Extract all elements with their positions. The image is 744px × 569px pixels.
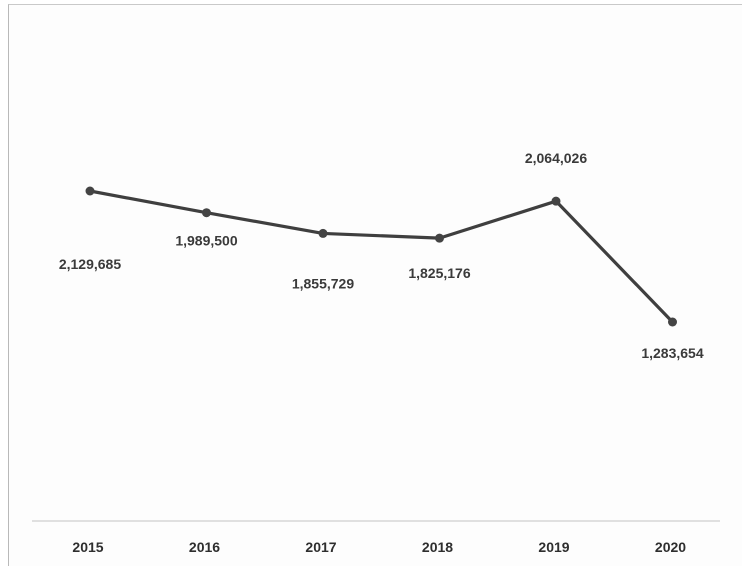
x-tick-label-2020: 2020: [655, 539, 686, 555]
x-tick-label-2016: 2016: [189, 539, 220, 555]
x-tick-label-2015: 2015: [72, 539, 103, 555]
x-tick-label-2017: 2017: [305, 539, 336, 555]
data-point-2015: [85, 186, 95, 196]
x-tick-layer: 2015 2016 2017 2018 2019 2020: [72, 539, 686, 555]
data-label-layer: 2,129,685 1,989,500 1,855,729 1,825,176 2,06…: [59, 150, 704, 361]
chart-frame: [8, 4, 742, 566]
data-label-2020: 1,283,654: [641, 345, 703, 361]
data-label-2018: 1,825,176: [408, 265, 470, 281]
data-point-2019: [551, 196, 561, 206]
x-tick-label-2018: 2018: [422, 539, 453, 555]
data-point-2018: [435, 233, 444, 243]
x-tick-label-2019: 2019: [538, 539, 569, 555]
data-point-2017: [318, 228, 328, 238]
data-label-2017: 1,855,729: [292, 275, 354, 291]
data-label-2019: 2,064,026: [525, 150, 587, 166]
series-layer: [85, 186, 677, 327]
data-label-2016: 1,989,500: [175, 233, 237, 249]
data-point-2016: [202, 208, 211, 218]
data-label-2015: 2,129,685: [59, 256, 121, 272]
data-point-2020: [668, 317, 677, 327]
series-line: [89, 189, 674, 324]
